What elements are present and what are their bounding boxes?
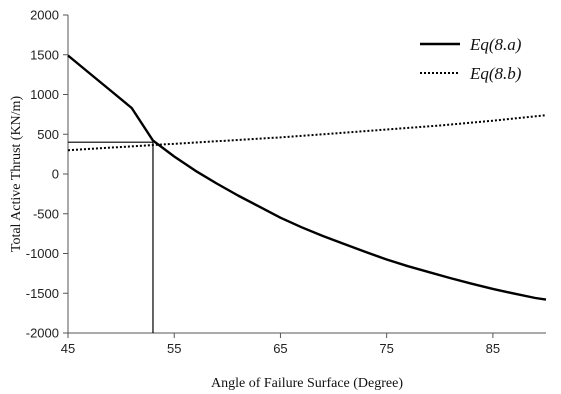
y-tick-label: 2000 [30,8,59,23]
intersection-guides [68,141,154,333]
series-lines [67,54,547,301]
y-tick-label: 1500 [30,47,59,62]
x-tick-label: 85 [486,341,500,356]
series-line-1 [67,54,547,301]
x-tick-label: 45 [61,341,75,356]
legend-label-1: Eq(8.a) [469,35,522,54]
y-tick-label: -1500 [26,286,59,301]
legend-label-2: Eq(8.b) [469,64,522,83]
y-tick-label: 500 [37,127,59,142]
x-axis-title: Angle of Failure Surface (Degree) [211,376,403,391]
x-tick-label: 75 [379,341,393,356]
y-tick-label: -2000 [26,326,59,341]
y-tick-label: 0 [52,167,59,182]
y-axis-title: Total Active Thrust (KN/m) [9,96,24,253]
x-tick-label: 65 [273,341,287,356]
x-tick-label: 55 [167,341,181,356]
y-tick-label: -500 [33,206,59,221]
axes [63,14,546,338]
y-tick-label: -1000 [26,246,59,261]
y-tick-label: 1000 [30,87,59,102]
legend: Eq(8.a) Eq(8.b) [420,35,522,83]
